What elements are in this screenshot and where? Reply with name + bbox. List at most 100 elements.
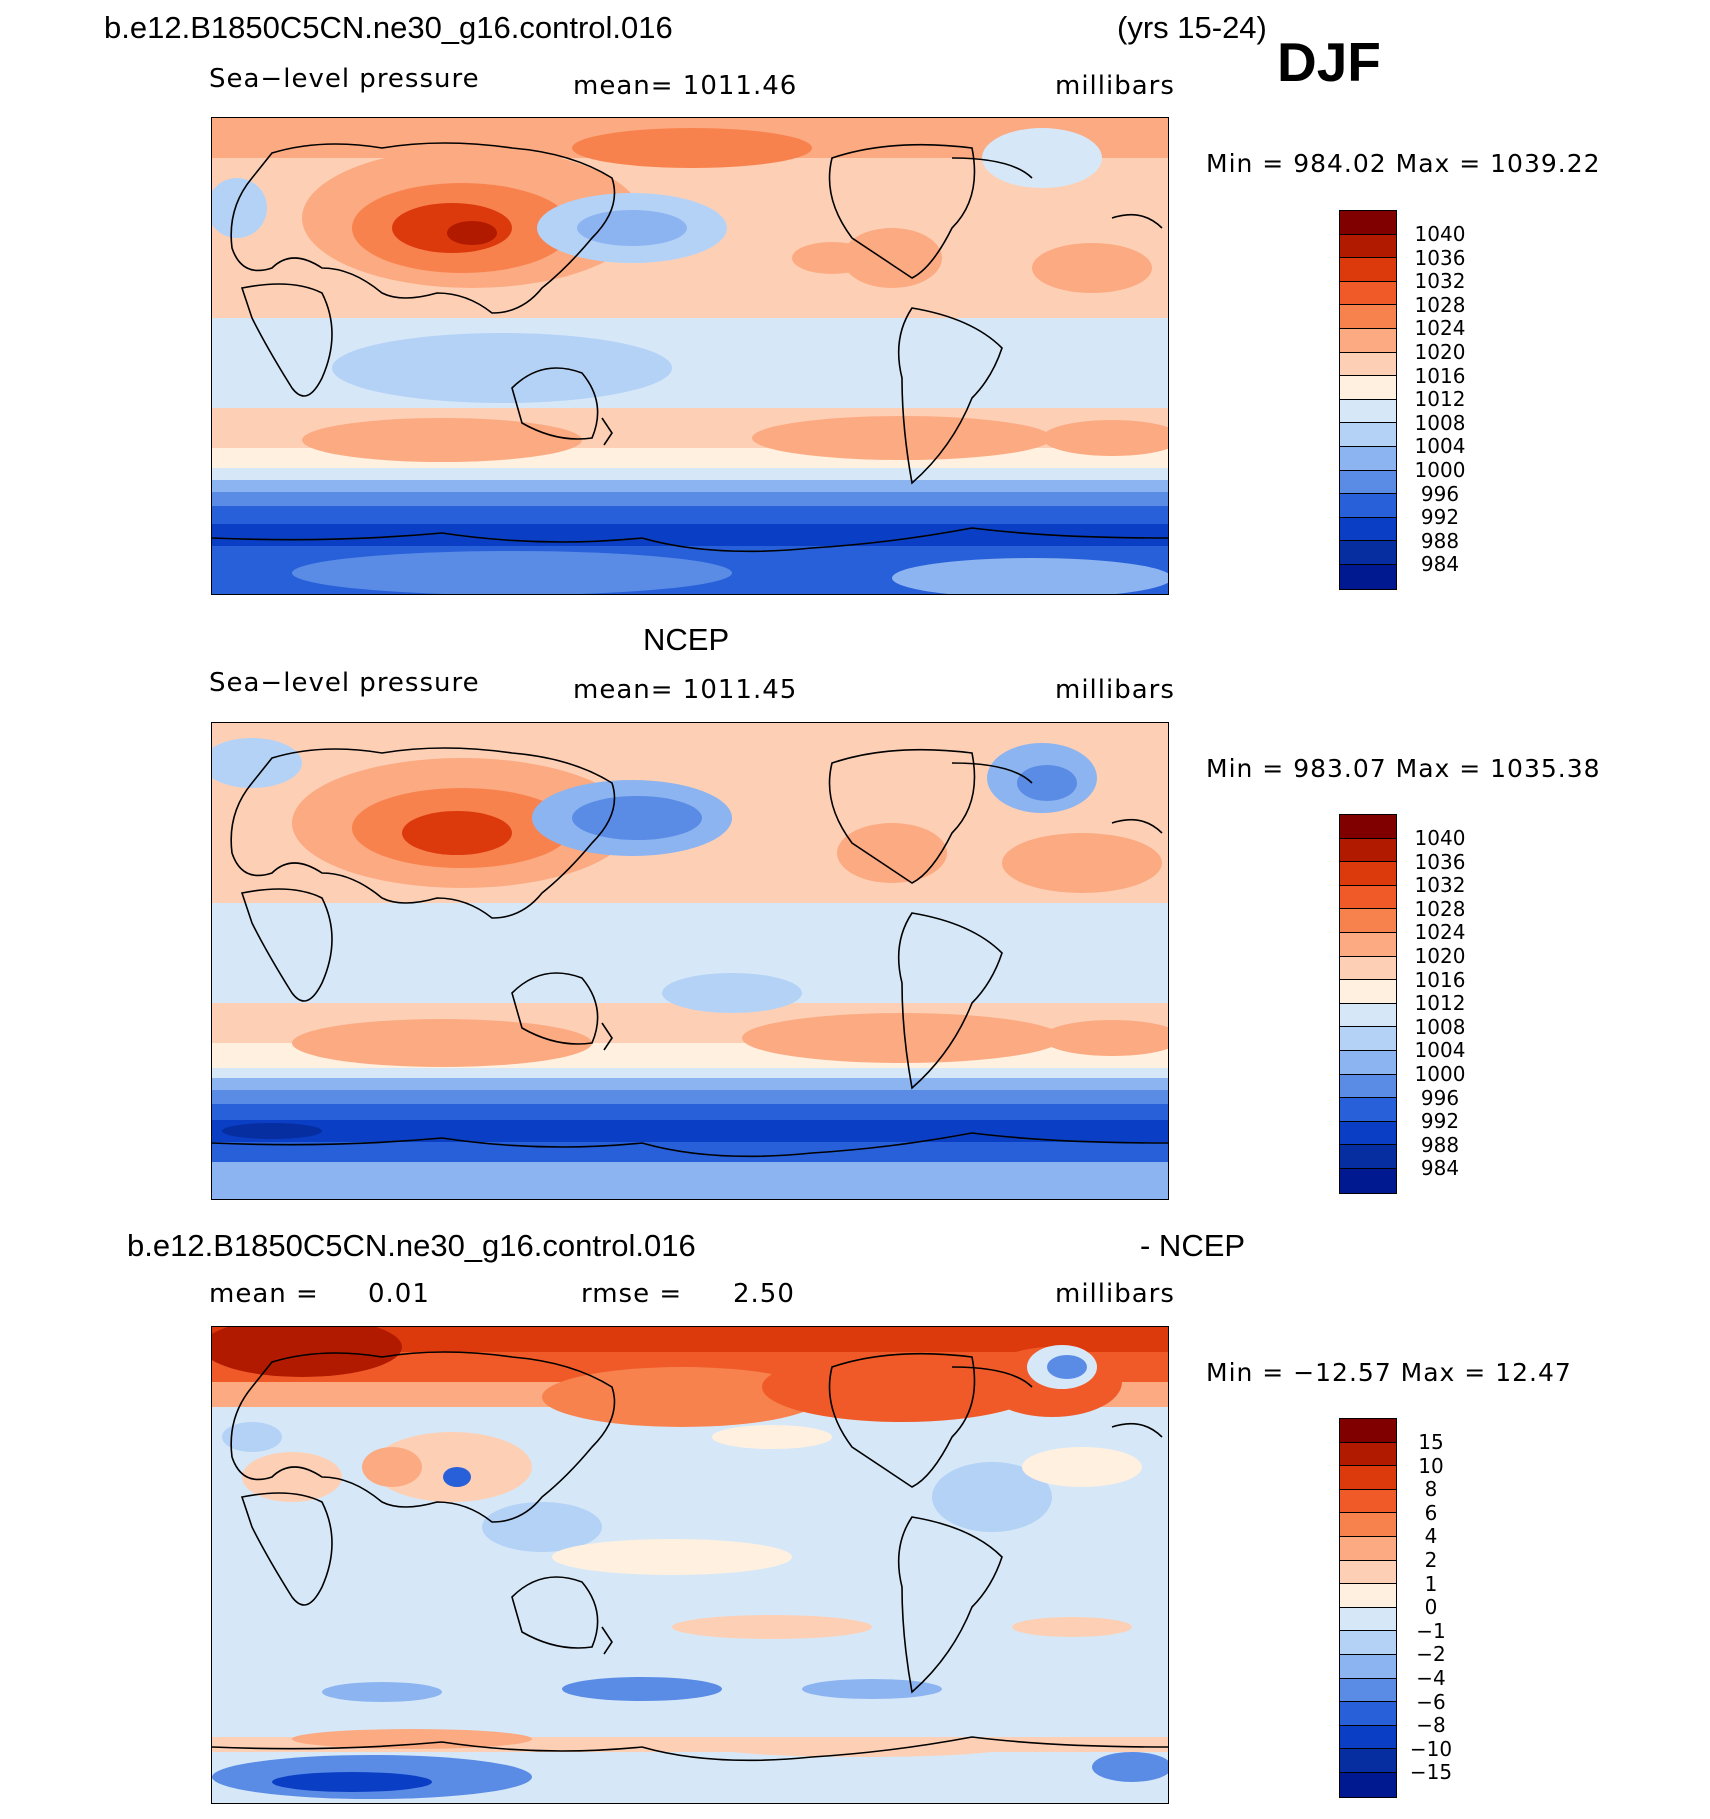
colorbar-ncep-swatch <box>1340 932 1396 957</box>
colorbar-difference-swatch <box>1340 1772 1396 1797</box>
colorbar-ncep-label: 1020 <box>1414 944 1466 968</box>
colorbar-ncep-swatch <box>1340 956 1396 981</box>
colorbar-difference-label: 1 <box>1424 1572 1438 1596</box>
colorbar-model-label: 1032 <box>1414 269 1466 293</box>
panel2-minmax: Min = 983.07 Max = 1035.38 <box>1206 754 1601 783</box>
colorbar-difference-label: 4 <box>1424 1524 1438 1548</box>
colorbar-ncep-swatch <box>1340 838 1396 863</box>
colorbar-model-label: 984 <box>1420 552 1460 576</box>
colorbar-difference-swatch <box>1340 1536 1396 1561</box>
colorbar-model-label: 1020 <box>1414 340 1466 364</box>
colorbar-model-swatch <box>1340 423 1396 447</box>
colorbar-difference-swatch <box>1340 1489 1396 1514</box>
colorbar-model-swatch <box>1340 517 1396 542</box>
colorbar-model-swatch <box>1340 564 1396 589</box>
colorbar-difference-label: −6 <box>1416 1690 1446 1714</box>
colorbar-difference-label: −10 <box>1409 1737 1453 1761</box>
colorbar-difference-label: 2 <box>1424 1548 1438 1572</box>
map-difference-field <box>212 1327 1168 1803</box>
years-label: (yrs 15-24) <box>1117 10 1267 45</box>
colorbar-model-swatch <box>1340 234 1396 259</box>
colorbar-model-swatch <box>1340 305 1396 329</box>
colorbar-difference-label: 10 <box>1418 1454 1444 1478</box>
diff-mean-label: mean = <box>209 1279 319 1309</box>
colorbar-model-label: 1036 <box>1414 246 1466 270</box>
colorbar-ncep-label: 1036 <box>1414 850 1466 874</box>
colorbar-ncep-swatch <box>1340 980 1396 1004</box>
colorbar-ncep-swatch <box>1340 1121 1396 1146</box>
diff-title-right: - NCEP <box>1140 1228 1246 1263</box>
panel1-units: millibars <box>1055 71 1175 101</box>
colorbar-ncep-swatch <box>1340 1145 1396 1169</box>
colorbar-difference <box>1339 1418 1397 1798</box>
diff-title-left: b.e12.B1850C5CN.ne30_g16.control.016 <box>127 1228 696 1263</box>
colorbar-difference-label: −1 <box>1416 1619 1446 1643</box>
colorbar-ncep-swatch <box>1340 1050 1396 1075</box>
colorbar-ncep-swatch <box>1340 862 1396 886</box>
colorbar-model-swatch <box>1340 494 1396 518</box>
colorbar-ncep-label: 1012 <box>1414 991 1466 1015</box>
map-ncep-slp-field <box>212 723 1168 1199</box>
colorbar-model-swatch <box>1340 211 1396 235</box>
colorbar-model-swatch <box>1340 399 1396 424</box>
panel2-units: millibars <box>1055 675 1175 705</box>
colorbar-difference-label: 15 <box>1418 1430 1444 1454</box>
colorbar-model-label: 988 <box>1420 529 1460 553</box>
colorbar-difference-label: −4 <box>1416 1666 1446 1690</box>
colorbar-difference-swatch <box>1340 1654 1396 1679</box>
colorbar-ncep <box>1339 814 1397 1194</box>
colorbar-model-label: 1028 <box>1414 293 1466 317</box>
diff-rmse-label: rmse = <box>581 1279 683 1309</box>
colorbar-difference-label: 8 <box>1424 1477 1438 1501</box>
colorbar-model-label: 1016 <box>1414 364 1466 388</box>
colorbar-ncep-label: 1008 <box>1414 1015 1466 1039</box>
colorbar-difference-swatch <box>1340 1607 1396 1632</box>
colorbar-ncep-label: 1016 <box>1414 968 1466 992</box>
colorbar-difference-label: 0 <box>1424 1595 1438 1619</box>
colorbar-ncep-label: 1028 <box>1414 897 1466 921</box>
panel1-mean: mean= 1011.46 <box>573 71 798 101</box>
colorbar-ncep-label: 1000 <box>1414 1062 1466 1086</box>
colorbar-ncep-swatch <box>1340 1003 1396 1028</box>
colorbar-ncep-swatch <box>1340 885 1396 910</box>
colorbar-difference-swatch <box>1340 1631 1396 1655</box>
colorbar-ncep-label: 1040 <box>1414 826 1466 850</box>
season-label: DJF <box>1277 31 1381 93</box>
colorbar-ncep-swatch <box>1340 1074 1396 1099</box>
colorbar-difference-swatch <box>1340 1725 1396 1750</box>
panel1-minmax: Min = 984.02 Max = 1039.22 <box>1206 149 1601 178</box>
colorbar-difference-swatch <box>1340 1419 1396 1443</box>
colorbar-model-swatch <box>1340 376 1396 400</box>
colorbar-difference-swatch <box>1340 1560 1396 1585</box>
colorbar-ncep-label: 988 <box>1420 1133 1460 1157</box>
colorbar-model-swatch <box>1340 446 1396 471</box>
colorbar-ncep-swatch <box>1340 1168 1396 1193</box>
diff-units: millibars <box>1055 1279 1175 1309</box>
diff-mean-value: 0.01 <box>368 1279 430 1309</box>
colorbar-ncep-swatch <box>1340 909 1396 933</box>
map-ncep-slp <box>211 722 1169 1200</box>
colorbar-model-label: 1004 <box>1414 434 1466 458</box>
colorbar-ncep-label: 996 <box>1420 1086 1460 1110</box>
colorbar-model-label: 1000 <box>1414 458 1466 482</box>
colorbar-difference-label: 6 <box>1424 1501 1438 1525</box>
map-model-slp-field <box>212 118 1168 594</box>
panel1-variable: Sea−level pressure <box>209 64 480 94</box>
colorbar-difference-swatch <box>1340 1466 1396 1490</box>
case-title: b.e12.B1850C5CN.ne30_g16.control.016 <box>104 10 673 45</box>
colorbar-difference-label: −15 <box>1409 1760 1453 1784</box>
colorbar-difference-swatch <box>1340 1513 1396 1537</box>
colorbar-model-label: 1012 <box>1414 387 1466 411</box>
colorbar-model-label: 1008 <box>1414 411 1466 435</box>
panel2-variable: Sea−level pressure <box>209 668 480 698</box>
colorbar-difference-swatch <box>1340 1584 1396 1608</box>
diff-rmse-value: 2.50 <box>733 1279 795 1309</box>
colorbar-model-swatch <box>1340 470 1396 495</box>
colorbar-ncep-swatch <box>1340 1027 1396 1051</box>
colorbar-model-label: 1040 <box>1414 222 1466 246</box>
colorbar-difference-swatch <box>1340 1702 1396 1726</box>
colorbar-ncep-label: 984 <box>1420 1156 1460 1180</box>
colorbar-model-swatch <box>1340 281 1396 306</box>
colorbar-ncep-swatch <box>1340 815 1396 839</box>
colorbar-ncep-label: 1004 <box>1414 1038 1466 1062</box>
